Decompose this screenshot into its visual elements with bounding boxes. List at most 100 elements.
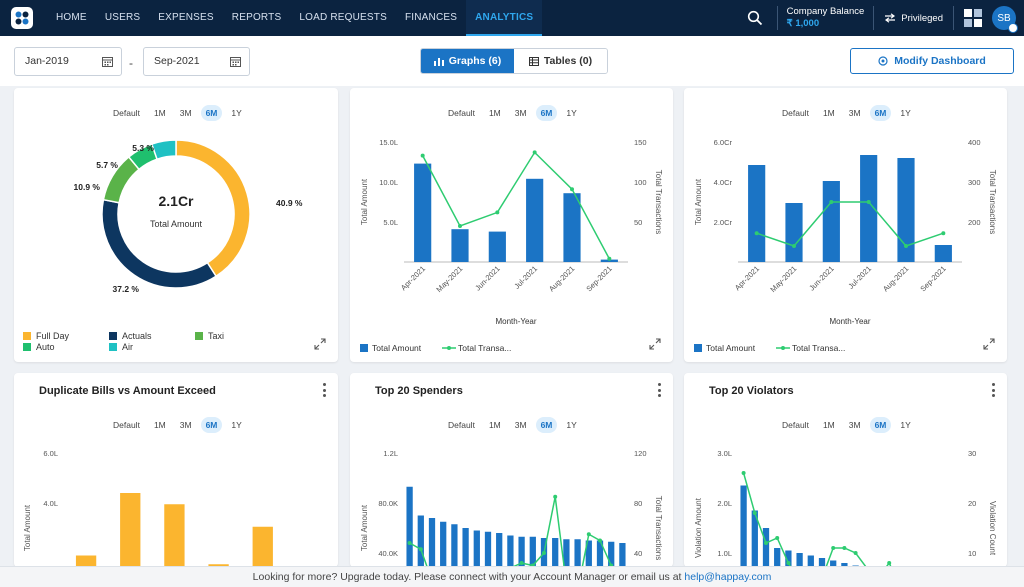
bar — [796, 553, 803, 567]
donut-slice-label: 37.2 % — [113, 284, 140, 294]
line-point — [842, 546, 847, 550]
range-option-6m[interactable]: 6M — [869, 417, 892, 433]
line-point — [519, 561, 524, 565]
y-tick-label: 4.0Cr — [714, 178, 733, 187]
y2-tick-label: 40 — [634, 549, 642, 558]
range-selector: Default 1M 3M 6M 1Y — [777, 105, 916, 121]
legend-item-air[interactable]: Air — [109, 342, 133, 352]
tables-tab[interactable]: Tables (0) — [514, 49, 607, 73]
bar — [518, 536, 525, 567]
start-date-picker[interactable]: Jan-2019 — [14, 47, 122, 76]
range-option-1m[interactable]: 1M — [822, 420, 835, 430]
range-option-default[interactable]: Default — [113, 108, 140, 118]
expand-icon[interactable] — [983, 338, 995, 350]
range-option-1y[interactable]: 1Y — [900, 108, 911, 118]
bar — [473, 530, 480, 567]
nav-item-finances[interactable]: FINANCES — [404, 12, 458, 23]
range-option-1y[interactable]: 1Y — [231, 420, 242, 430]
card-title: Top 20 Violators — [709, 385, 794, 397]
range-option-1m[interactable]: 1M — [488, 420, 501, 430]
y2-tick-label: 120 — [634, 449, 647, 458]
legend-item-taxi[interactable]: Taxi — [195, 331, 224, 341]
support-email-link[interactable]: help@happay.com — [684, 571, 772, 583]
kebab-menu-icon[interactable] — [991, 383, 995, 397]
range-option-1y[interactable]: 1Y — [900, 420, 911, 430]
legend-item-full-day[interactable]: Full Day — [23, 331, 69, 341]
range-option-1y[interactable]: 1Y — [566, 420, 577, 430]
legend-item-auto[interactable]: Auto — [23, 342, 55, 352]
range-option-6m[interactable]: 6M — [200, 105, 223, 121]
series-line — [756, 201, 944, 247]
legend-item-actuals[interactable]: Actuals — [109, 331, 152, 341]
privilege-switch[interactable]: Privileged — [874, 13, 953, 24]
y-tick-label: 3.0L — [717, 449, 732, 458]
graphs-tab[interactable]: Graphs (6) — [421, 49, 514, 73]
bar — [585, 540, 592, 567]
nav-item-load-requests[interactable]: LOAD REQUESTS — [299, 12, 387, 23]
search-icon[interactable] — [747, 10, 763, 26]
end-date-picker[interactable]: Sep-2021 — [143, 47, 250, 76]
x-tick-label: Sep-2021 — [918, 264, 947, 293]
legend-label: Total Transa... — [792, 343, 845, 353]
series-line — [409, 496, 614, 567]
bar — [507, 535, 514, 567]
bar — [751, 510, 758, 567]
line-point — [418, 547, 423, 552]
calendar-icon — [102, 57, 113, 67]
range-option-6m[interactable]: 6M — [535, 105, 558, 121]
nav-item-home[interactable]: HOME — [56, 12, 87, 23]
nav-item-analytics[interactable]: ANALYTICS — [466, 0, 543, 36]
bar — [462, 528, 469, 567]
avatar[interactable]: SB — [992, 6, 1018, 33]
modify-dashboard-button[interactable]: Modify Dashboard — [850, 48, 1014, 74]
legend-label: Actuals — [122, 331, 152, 341]
bar — [574, 539, 581, 567]
nav-item-expenses[interactable]: EXPENSES — [158, 12, 214, 23]
range-option-3m[interactable]: 3M — [514, 108, 527, 118]
x-tick-label: Apr-2021 — [399, 264, 427, 292]
nav-menu: HOME USERS EXPENSES REPORTS LOAD REQUESTS FIN… — [47, 0, 543, 36]
x-axis-title: Month-Year — [495, 317, 536, 326]
range-option-3m[interactable]: 3M — [514, 420, 527, 430]
tables-tab-label: Tables (0) — [543, 55, 593, 67]
bar — [440, 521, 447, 567]
range-option-1m[interactable]: 1M — [488, 108, 501, 118]
x-tick-label: Jul-2021 — [846, 264, 873, 291]
kebab-menu-icon[interactable] — [322, 383, 326, 397]
amount-transactions-chart: 5.0L 10.0L 15.0L 50 100 150 Total Amount Total … — [360, 138, 663, 353]
x-tick-label: Jun-2021 — [473, 264, 501, 292]
range-option-3m[interactable]: 3M — [848, 108, 861, 118]
y2-tick-label: 100 — [634, 178, 647, 187]
bar — [496, 533, 503, 567]
app-logo[interactable] — [11, 7, 33, 29]
range-option-default[interactable]: Default — [448, 108, 475, 118]
range-option-1m[interactable]: 1M — [822, 108, 835, 118]
range-option-6m[interactable]: 6M — [535, 417, 558, 433]
range-option-default[interactable]: Default — [782, 108, 809, 118]
line-point — [831, 546, 836, 550]
nav-item-users[interactable]: USERS — [104, 12, 141, 23]
range-option-default[interactable]: Default — [782, 420, 809, 430]
expand-icon[interactable] — [314, 338, 326, 350]
bar — [417, 515, 424, 567]
y2-tick-label: 30 — [968, 449, 976, 458]
range-option-1y[interactable]: 1Y — [231, 108, 242, 118]
range-option-default[interactable]: Default — [448, 420, 475, 430]
nav-item-reports[interactable]: REPORTS — [231, 12, 282, 23]
range-selector: Default 1M 3M 6M 1Y — [777, 417, 916, 433]
range-option-6m[interactable]: 6M — [200, 417, 223, 433]
calendar-icon — [230, 57, 241, 67]
expand-icon[interactable] — [649, 338, 661, 350]
range-option-1y[interactable]: 1Y — [566, 108, 577, 118]
line-point — [598, 538, 602, 543]
range-option-6m[interactable]: 6M — [869, 105, 892, 121]
range-option-3m[interactable]: 3M — [848, 420, 861, 430]
range-option-1m[interactable]: 1M — [153, 420, 166, 430]
range-option-default[interactable]: Default — [113, 420, 140, 430]
range-option-3m[interactable]: 3M — [179, 108, 192, 118]
range-option-1m[interactable]: 1M — [153, 108, 166, 118]
apps-grid-icon[interactable] — [964, 9, 982, 27]
range-option-3m[interactable]: 3M — [179, 420, 192, 430]
kebab-menu-icon[interactable] — [657, 383, 661, 397]
y-tick-label: 6.0L — [43, 449, 58, 458]
